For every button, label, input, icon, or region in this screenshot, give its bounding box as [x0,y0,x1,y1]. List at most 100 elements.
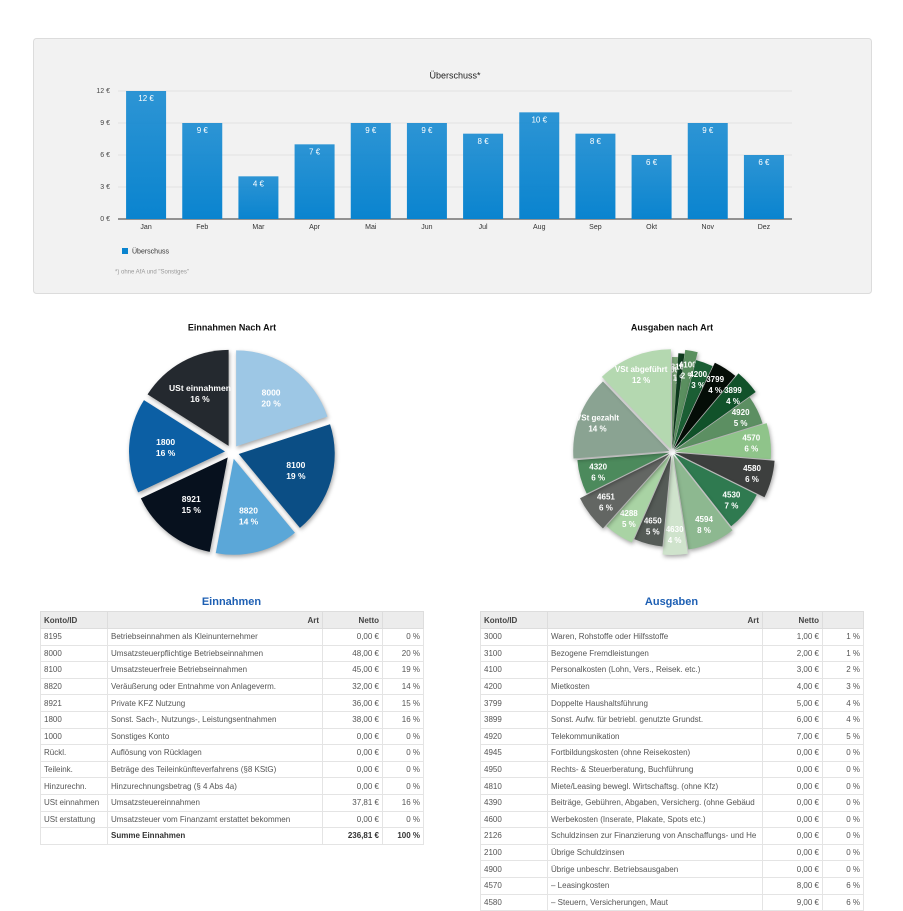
pie-slice [236,350,328,447]
table-row: 1000 Sonstiges Konto 0,00 €0 % [40,727,424,746]
x-tick-label: Jan [140,224,151,231]
table: Konto/ID Art Netto 3000 Waren, Rohstoffe ode… [480,611,864,911]
table-cell: 4945 [480,744,548,762]
x-tick-label: Mai [365,224,377,231]
slice-label: 4650 [644,516,662,525]
table-cell: 0 % [822,810,864,829]
pie-slice [606,454,671,543]
slice-label: 4100 [679,361,697,370]
table-cell: 8,00 € [762,876,823,895]
bar [406,123,447,219]
table-cell: Sonst. Aufw. für betriebl. genutzte Grun… [547,710,763,729]
x-tick-label: Mar [252,224,265,231]
slice-value-label: 14 % [239,517,259,527]
bar [631,155,672,219]
table-cell: Schuldzinsen zur Finanzierung von Anscha… [547,827,763,845]
column-header: Netto [762,611,823,629]
slice-value-label: 7 % [725,501,739,510]
y-tick-label: 0 € [100,216,110,223]
table-cell: Mietkosten [547,677,763,696]
column-header: Art [107,611,323,629]
table-cell: 0,00 € [762,810,823,829]
table-cell: Auflösung von Rücklagen [107,744,323,762]
pie-slice [580,453,670,529]
table-cell: Veräußerung oder Entnahme von Anlageverm… [107,677,323,696]
pie-slice [140,457,228,552]
table-cell: 32,00 € [322,677,383,696]
table-row: USt erstattung Umsatzsteuer vom Finanzamt… [40,810,424,829]
column-header: Art [547,611,763,629]
table-row: 3000 Waren, Rohstoffe oder Hilfsstoffe 1,0… [480,628,864,646]
table-row: 4600 Werbekosten (Inserate, Plakate, Spot… [480,810,864,829]
table-cell: 0 % [382,744,424,762]
slice-label: 8820 [239,506,258,516]
table-cell: Teileink. [40,760,108,779]
table-cell: 48,00 € [322,644,383,663]
bar [182,123,223,219]
table-row: Rückl. Auflösung von Rücklagen 0,00 €0 % [40,744,424,762]
table-cell: 0,00 € [322,760,383,779]
table-cell: 0 % [822,827,864,845]
table-cell: 3799 [480,694,548,712]
footnote: *) ohne AfA und "Sonstiges" [115,270,189,276]
table-cell: 0 % [822,777,864,795]
table-cell: 4,00 € [762,677,823,696]
table-row: 4390 Beiträge, Gebühren, Abgaben, Versich… [480,793,864,812]
slice-value-label: 4 % [726,397,740,406]
slice-value-label: 16 % [156,448,176,458]
table-cell: Umsatzsteuerpflichtige Betriebseinnahmen [107,644,323,663]
table-cell: 1800 [40,710,108,729]
table-row: Hinzurechn. Hinzurechnungsbetrag (§ 4 Abs… [40,777,424,795]
table-row: 4920 Telekommunikation 7,00 €5 % [480,727,864,746]
table-cell: 0 % [382,727,424,746]
table-row: 3899 Sonst. Aufw. für betriebl. genutzte … [480,710,864,729]
table-cell: 6 % [822,876,864,895]
table-row: 8820 Veräußerung oder Entnahme von Anlage… [40,677,424,696]
slice-label: 3799 [706,375,724,384]
pie-slice [673,454,733,550]
pie-slice [674,397,763,451]
slice-value-label: 2 % [681,372,695,381]
slice-label: 4580 [743,464,761,473]
pie-slice [674,452,775,498]
x-tick-label: Sep [589,224,602,231]
pie-slice [147,349,229,446]
table-cell: 0 % [382,760,424,779]
x-tick-label: Dez [758,224,771,231]
column-header-empty [822,611,864,629]
bar-value-label: 4 € [253,179,265,188]
table-cell: 0,00 € [762,744,823,762]
table-cell: 0,00 € [322,810,383,829]
bar-value-label: 6 € [758,158,770,167]
table-row: 4570– Leasingkosten 8,00 €6 % [480,876,864,895]
header-row: Konto/ID Art Netto [480,611,864,629]
table-cell: Hinzurechn. [40,777,108,795]
column-header-empty [382,611,424,629]
ausgaben-table: Ausgaben Konto/ID Art Netto 3000 Waren, Rohst… [480,594,864,911]
table-cell: 0 % [822,860,864,878]
footer-row: Summe Einnahmen 236,81 €100 % [40,827,424,845]
table-cell: 36,00 € [322,694,383,712]
table-cell: 5 % [822,727,864,746]
pie-slice [674,373,756,450]
table-cell: 0,00 € [322,727,383,746]
table-row: 8100 Umsatzsteuerfreie Betriebseinnahmen 4… [40,661,424,679]
bar [350,123,391,219]
table-cell: 8921 [40,694,108,712]
table-row: 2126 Schuldzinsen zur Finanzierung von An… [480,827,864,845]
bar [463,133,504,219]
table-cell: Umsatzsteuer vom Finanzamt erstattet bek… [107,810,323,829]
slice-label: VSt gezahlt [576,414,619,423]
table-row: 4945 Fortbildungskosten (ohne Reisekosten… [480,744,864,762]
table-cell: Rechts- & Steuerberatung, Buchführung [547,760,763,779]
table-cell: 1 % [822,628,864,646]
einnahmen-table: Einnahmen Konto/ID Art Netto 8195 Betriebsein… [40,594,424,845]
table-cell: 4200 [480,677,548,696]
table-cell: 0,00 € [762,793,823,812]
table-cell: 0,00 € [762,777,823,795]
table-cell: Personalkosten (Lohn, Vers., Reisek. etc… [547,661,763,679]
slice-label: 8000 [262,387,281,397]
x-tick-label: Apr [309,224,321,231]
slice-value-label: 4 % [668,536,682,545]
table-cell: 7,00 € [762,727,823,746]
